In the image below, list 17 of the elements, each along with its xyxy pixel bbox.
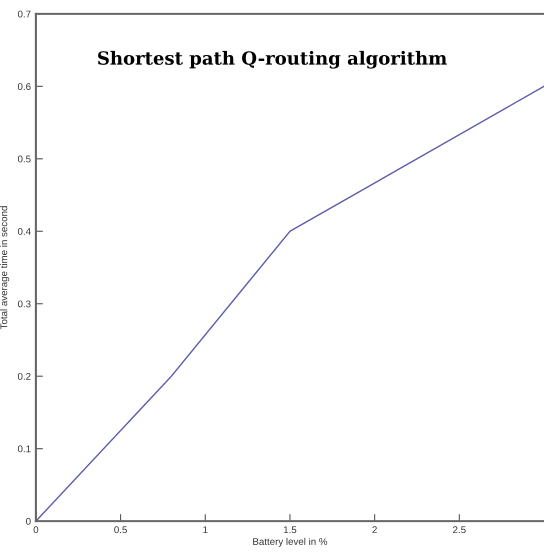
y-tick-label: 0.4 — [18, 228, 31, 235]
x-tick-label: 2 — [372, 526, 377, 534]
x-tick-label: 1.5 — [284, 526, 296, 534]
y-tick-label: 0 — [26, 518, 31, 525]
x-tick-label: 1 — [203, 526, 208, 534]
y-tick-label: 0.6 — [18, 83, 31, 90]
y-tick-label: 0.1 — [18, 445, 31, 452]
text: Shortest path Q-routing algorithm — [98, 50, 447, 69]
x-tick-label: 0.5 — [114, 526, 127, 534]
y-axis-title: Total average time in second — [0, 206, 10, 330]
y-tick-label: 0.7 — [18, 10, 31, 18]
x-tick-label: 0 — [34, 526, 38, 534]
x-tick-label: 2.5 — [453, 526, 466, 534]
y-tick-label: 0.3 — [18, 300, 31, 308]
y-tick-label: 0.5 — [18, 156, 31, 162]
x-axis-title: Battery level in % — [253, 538, 328, 547]
y-tick-label: 0.2 — [18, 372, 31, 380]
